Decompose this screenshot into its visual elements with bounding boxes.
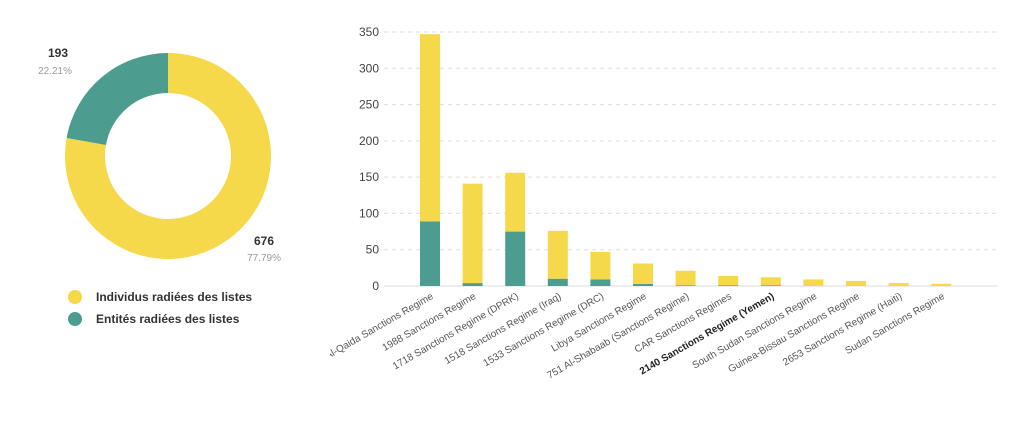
bar-segment-individus[interactable] — [633, 263, 653, 284]
bar-segment-individus[interactable] — [760, 277, 781, 286]
donut-chart-panel: 193 22.21% 676 77.79% Individus radiées … — [0, 0, 330, 430]
bar-segment-individus[interactable] — [718, 275, 739, 286]
legend-label-entites: Entités radiées des listes — [96, 312, 240, 326]
bar-segment-entites[interactable] — [505, 231, 526, 286]
y-tick-label: 200 — [359, 134, 379, 148]
y-tick-label: 100 — [359, 206, 379, 220]
bar-segment-individus[interactable] — [547, 230, 568, 279]
y-axis-ticks: 0 50 100 150 200 250 300 350 — [359, 25, 379, 293]
donut-chart: 193 22.21% 676 77.79% — [38, 46, 281, 264]
donut-slice-individus[interactable] — [65, 53, 271, 259]
y-tick-label: 350 — [359, 25, 379, 39]
y-tick-label: 150 — [359, 170, 379, 184]
donut-slice-entites[interactable] — [66, 53, 168, 146]
bar-segment-entites[interactable] — [718, 285, 739, 286]
bar-segment-individus[interactable] — [462, 183, 483, 284]
legend-item-entites[interactable]: Entités radiées des listes — [68, 308, 252, 330]
donut-legend: Individus radiées des listes Entités rad… — [68, 286, 252, 330]
bar-segment-individus[interactable] — [505, 172, 526, 232]
legend-swatch-entites — [68, 312, 82, 326]
bar-segment-individus[interactable] — [803, 279, 824, 286]
bar-segment-entites[interactable] — [760, 285, 781, 286]
bar-segment-entites[interactable] — [420, 221, 440, 286]
donut-slices — [65, 53, 271, 259]
donut-label-entites-value: 193 — [48, 46, 68, 60]
bars — [420, 34, 952, 286]
bar-segment-entites[interactable] — [675, 285, 696, 286]
y-tick-label: 250 — [359, 98, 379, 112]
donut-label-entites-percent: 22.21% — [38, 66, 72, 77]
y-tick-label: 300 — [359, 61, 379, 75]
y-tick-label: 0 — [372, 279, 379, 293]
donut-label-individus-value: 676 — [254, 234, 274, 248]
y-tick-label: 50 — [366, 243, 380, 257]
legend-swatch-individus — [68, 290, 82, 304]
bar-segment-individus[interactable] — [931, 283, 952, 286]
bar-segment-individus[interactable] — [420, 34, 440, 222]
donut-label-individus-percent: 77.79% — [247, 253, 281, 264]
legend-item-individus[interactable]: Individus radiées des listes — [68, 286, 252, 308]
bar-segment-individus[interactable] — [675, 270, 696, 286]
bar-segment-entites[interactable] — [590, 279, 611, 286]
legend-label-individus: Individus radiées des listes — [96, 290, 253, 304]
bar-segment-entites[interactable] — [633, 283, 653, 286]
bar-segment-individus[interactable] — [846, 280, 866, 286]
bar-segment-individus[interactable] — [888, 283, 909, 286]
stacked-bar-chart: 0 50 100 150 200 250 300 350 ISIL/Al-Qaida Sanc… — [330, 25, 998, 382]
bar-segment-individus[interactable] — [590, 251, 611, 280]
bar-segment-entites[interactable] — [462, 283, 483, 286]
bar-segment-entites[interactable] — [547, 278, 568, 286]
